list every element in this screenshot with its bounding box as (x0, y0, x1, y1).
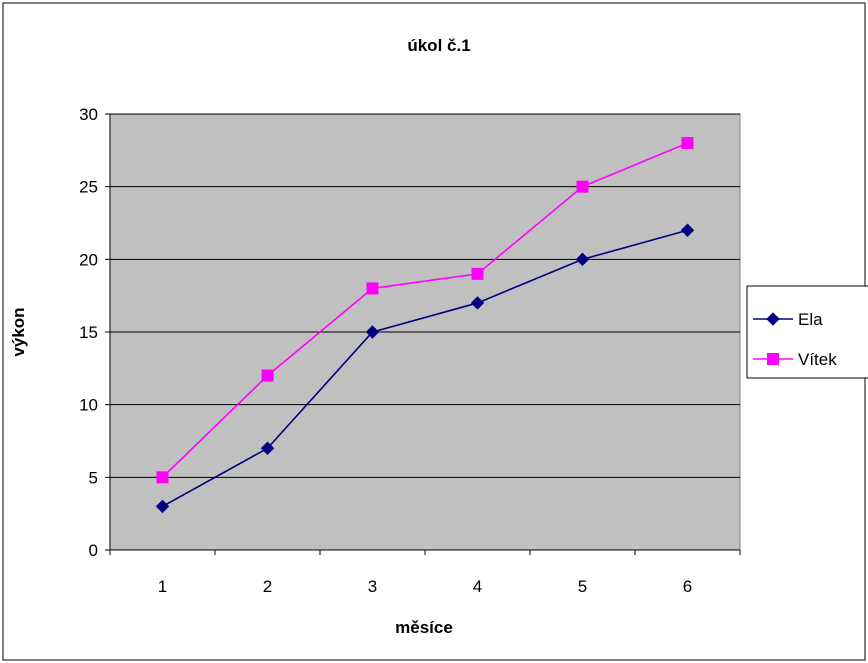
x-tick-label: 4 (473, 577, 482, 596)
axes: 0 5 10 15 20 25 30 1 2 3 4 5 6 (79, 105, 741, 596)
data-point-ela (155, 499, 170, 514)
chart-title: úkol č.1 (407, 36, 470, 55)
data-point-vtek (156, 471, 169, 484)
x-axis-title: měsíce (395, 618, 453, 637)
y-tick-label: 10 (79, 396, 98, 415)
series-line-ela (162, 229, 688, 508)
y-tick-label: 20 (79, 250, 98, 269)
legend-label-vtek: Vítek (798, 350, 837, 369)
data-point-vtek (471, 267, 484, 280)
y-tick-label: 5 (89, 468, 98, 487)
x-tick-label: 3 (368, 577, 377, 596)
y-tick-label: 25 (79, 178, 98, 197)
legend-label-ela: Ela (798, 310, 823, 329)
x-tick-label: 5 (578, 577, 587, 596)
legend-marker-vtek (767, 353, 779, 365)
series-layer (155, 137, 695, 514)
data-point-ela (470, 296, 485, 310)
data-point-ela (365, 325, 380, 339)
y-axis-title: výkon (9, 307, 28, 356)
legend: Ela Vítek (753, 310, 837, 369)
y-tick-label: 0 (89, 541, 98, 560)
series-line-vtek (161, 142, 688, 478)
data-point-vtek (681, 137, 694, 150)
y-tick-label: 30 (79, 105, 98, 124)
x-tick-label: 6 (683, 577, 692, 596)
data-point-vtek (366, 282, 379, 295)
data-point-ela (260, 441, 275, 455)
data-point-vtek (261, 369, 274, 382)
data-point-vtek (576, 180, 589, 193)
x-tick-label: 1 (158, 577, 167, 596)
data-point-ela (575, 252, 590, 267)
x-tick-label: 2 (263, 577, 272, 596)
data-point-ela (680, 223, 695, 237)
y-tick-label: 15 (79, 323, 98, 342)
legend-marker-ela (766, 312, 780, 326)
